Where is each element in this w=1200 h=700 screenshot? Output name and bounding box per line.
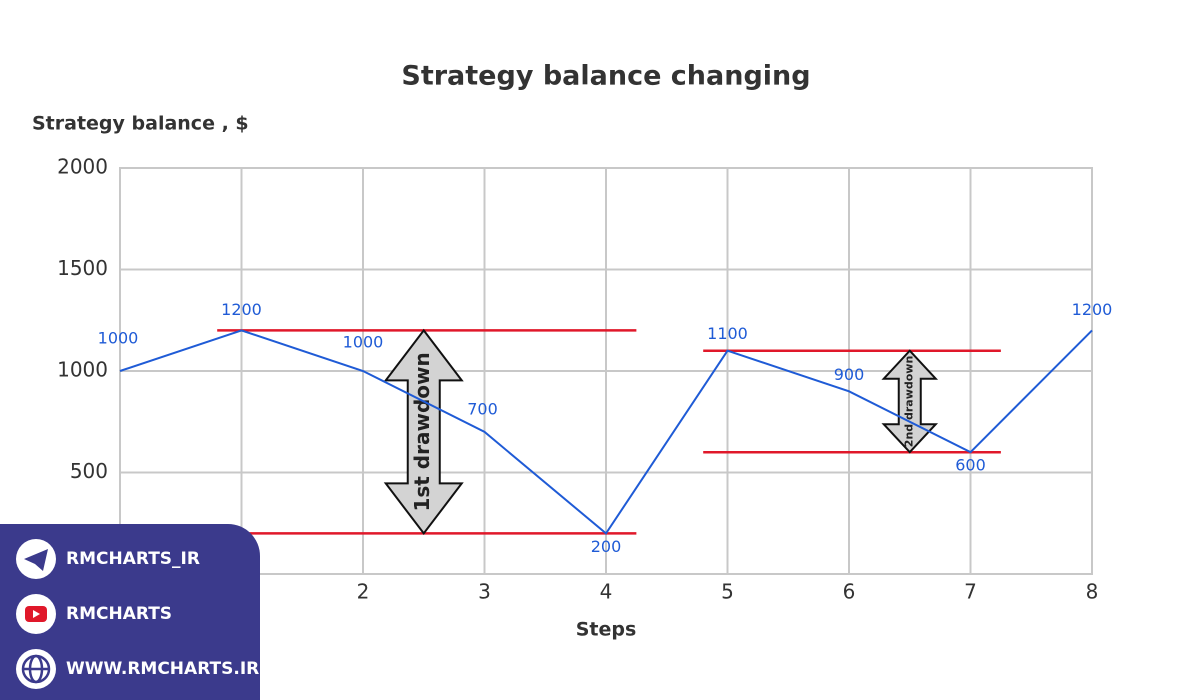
y-axis-label: Strategy balance , $ — [32, 113, 249, 135]
drawdown-label: 1st drawdown — [410, 352, 434, 511]
data-label: 1200 — [221, 300, 262, 319]
data-label: 700 — [467, 399, 498, 418]
y-tick-label: 1000 — [57, 358, 108, 382]
telegram-glyph — [24, 549, 48, 571]
data-label: 1200 — [1072, 300, 1113, 319]
drawdown-label: 2nd drawdown — [903, 356, 916, 448]
data-label: 1000 — [343, 333, 384, 352]
data-label: 1100 — [707, 324, 748, 343]
y-tick-label: 2000 — [57, 155, 108, 179]
watermark-text: WWW.RMCHARTS.IR — [66, 659, 259, 679]
y-tick-label: 500 — [70, 459, 108, 483]
x-tick-label: 2 — [357, 580, 370, 604]
y-tick-label: 1500 — [57, 256, 108, 280]
chart-title: Strategy balance changing — [401, 61, 810, 92]
x-tick-label: 8 — [1086, 580, 1099, 604]
x-axis-label: Steps — [576, 619, 637, 641]
data-label: 900 — [834, 365, 865, 384]
x-tick-label: 3 — [478, 580, 491, 604]
drawdown-arrow — [881, 349, 939, 454]
x-tick-label: 7 — [964, 580, 977, 604]
series-line — [119, 329, 1093, 535]
watermark-text: RMCHARTS — [66, 604, 172, 624]
data-label: 600 — [955, 456, 986, 475]
x-tick-label: 6 — [843, 580, 856, 604]
badge — [0, 524, 260, 700]
youtube-play — [33, 610, 40, 618]
x-tick-label: 5 — [721, 580, 734, 604]
watermark-text: RMCHARTS_IR — [66, 549, 200, 569]
x-tick-label: 4 — [600, 580, 613, 604]
data-label: 200 — [591, 537, 622, 556]
data-label: 1000 — [98, 329, 139, 348]
drawdown-arrow — [383, 328, 464, 536]
